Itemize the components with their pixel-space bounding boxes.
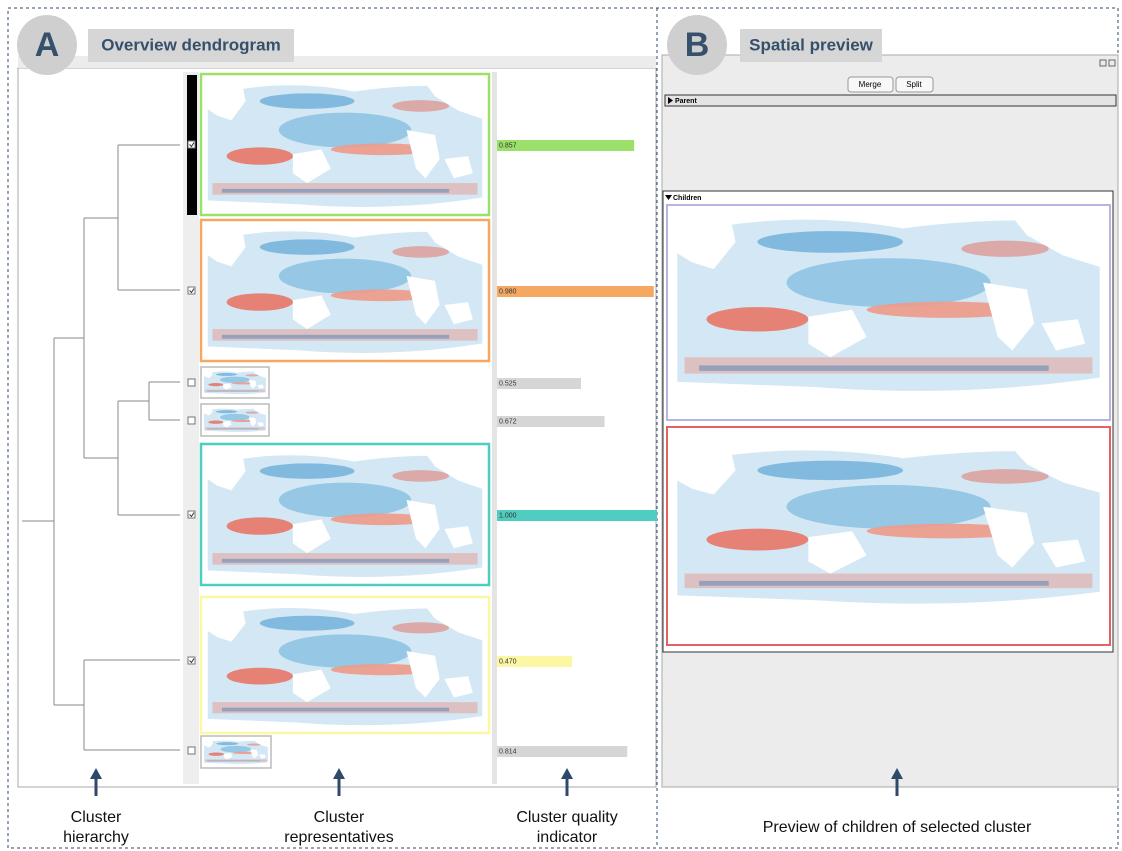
panel-letter: A	[35, 26, 60, 64]
panel-title: Spatial preview	[749, 35, 874, 54]
cluster-map	[203, 370, 267, 395]
button-label: Split	[906, 80, 922, 89]
checkbox[interactable]	[188, 379, 195, 386]
annotation: Preview of children of selected cluster	[700, 818, 1094, 838]
panel-letter: B	[685, 26, 710, 64]
annotation: Cluster representatives	[274, 808, 404, 848]
quality-bar	[497, 286, 654, 297]
annotation: Cluster quality indicator	[502, 808, 632, 848]
quality-label: 0.857	[499, 142, 517, 149]
quality-label: 0.470	[499, 658, 517, 665]
quality-label: 1.000	[499, 512, 517, 519]
checkbox[interactable]	[188, 747, 195, 754]
button-label: Merge	[859, 80, 882, 89]
cluster-map	[203, 223, 487, 358]
child-map	[670, 208, 1107, 398]
quality-label: 0.814	[499, 748, 517, 755]
section-label: Parent	[675, 98, 697, 105]
checkbox[interactable]	[188, 417, 195, 424]
section-label: Children	[673, 195, 701, 202]
cluster-map	[203, 739, 269, 765]
cluster-map	[203, 447, 487, 582]
cluster-map	[203, 77, 487, 212]
cluster-map	[203, 600, 487, 730]
quality-label: 0.525	[499, 380, 517, 387]
parent-section[interactable]	[665, 95, 1116, 106]
panel-title: Overview dendrogram	[101, 35, 281, 54]
quality-bar	[497, 140, 634, 151]
figure: 0.857 0.980 0.525 0.672 1.000 0.470 0.814 A Ov…	[0, 0, 1122, 851]
page: 0.857 0.980 0.525 0.672 1.000 0.470 0.814 A Ov…	[0, 0, 1122, 851]
quality-bar	[497, 746, 627, 757]
quality-label: 0.980	[499, 288, 517, 295]
quality-label: 0.672	[499, 418, 517, 425]
annotation: Cluster hierarchy	[56, 808, 136, 848]
cluster-map	[203, 407, 267, 433]
quality-strip	[492, 72, 497, 784]
child-map	[670, 440, 1107, 610]
quality-bar	[497, 510, 657, 521]
